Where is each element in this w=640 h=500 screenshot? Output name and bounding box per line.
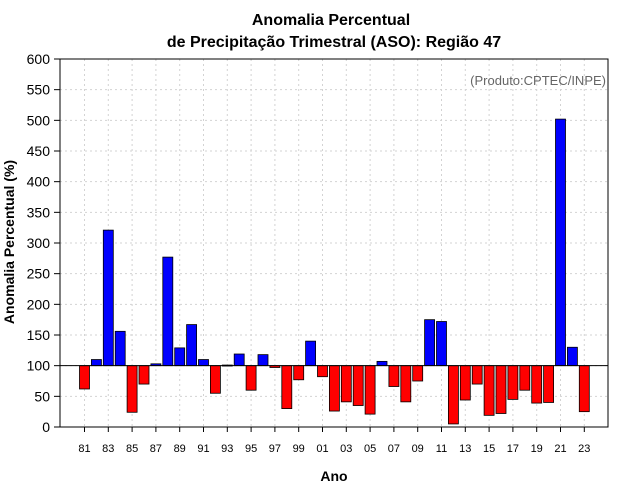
x-tick-label: 87 bbox=[150, 443, 162, 455]
x-tick-label: 95 bbox=[245, 443, 257, 455]
y-tick-label: 600 bbox=[27, 51, 51, 67]
y-tick-label: 0 bbox=[42, 419, 50, 435]
x-tick-label: 07 bbox=[388, 443, 400, 455]
x-tick-label: 23 bbox=[578, 443, 590, 455]
x-tick-label: 81 bbox=[78, 443, 90, 455]
bar-12 bbox=[447, 365, 459, 425]
bar-03 bbox=[340, 365, 352, 403]
bar-15 bbox=[483, 365, 495, 416]
bar-83 bbox=[102, 229, 114, 367]
x-tick-label: 13 bbox=[459, 443, 471, 455]
x-axis: 81 83 85 87 89 91 93 95 97 99 01 03 05 07 09 11 13 15 17 19… bbox=[78, 427, 590, 455]
bar-22 bbox=[567, 346, 578, 367]
chart-title-line1: Anomalia Percentual bbox=[252, 12, 410, 29]
y-tick-label: 450 bbox=[27, 143, 51, 159]
bar-08 bbox=[400, 365, 412, 403]
y-tick-label: 500 bbox=[27, 112, 51, 128]
bar-91 bbox=[198, 359, 209, 367]
x-tick-label: 83 bbox=[102, 443, 114, 455]
x-tick-label: 97 bbox=[269, 443, 281, 455]
x-tick-label: 15 bbox=[483, 443, 495, 455]
bar-16 bbox=[495, 365, 507, 414]
bar-86 bbox=[138, 365, 150, 385]
x-tick-label: 85 bbox=[126, 443, 138, 455]
bar-00 bbox=[305, 340, 317, 367]
x-tick-label: 03 bbox=[340, 443, 352, 455]
y-tick-label: 150 bbox=[27, 327, 51, 343]
bar-07 bbox=[388, 365, 400, 387]
bar-99 bbox=[293, 365, 305, 381]
y-axis: 0 50 100 150 200 250 300 350 400 450 500 550 600 bbox=[27, 51, 60, 435]
bar-02 bbox=[328, 365, 340, 412]
y-tick-label: 200 bbox=[27, 296, 51, 312]
x-axis-label: Ano bbox=[320, 468, 347, 484]
y-tick-label: 50 bbox=[34, 388, 50, 404]
y-tick-label: 300 bbox=[27, 235, 51, 251]
x-tick-label: 17 bbox=[507, 443, 519, 455]
x-tick-label: 09 bbox=[412, 443, 424, 455]
y-tick-label: 400 bbox=[27, 174, 51, 190]
bar-21 bbox=[555, 118, 566, 367]
y-tick-label: 100 bbox=[27, 358, 51, 374]
x-tick-label: 93 bbox=[221, 443, 233, 455]
x-tick-label: 21 bbox=[554, 443, 566, 455]
credit-label: (Produto:CPTEC/INPE) bbox=[470, 73, 606, 88]
bar-06 bbox=[376, 360, 388, 367]
bar-01 bbox=[317, 365, 328, 378]
x-tick-label: 89 bbox=[174, 443, 186, 455]
bar-85 bbox=[126, 365, 138, 413]
bar-95 bbox=[245, 365, 257, 391]
bar-10 bbox=[424, 319, 436, 367]
bar-98 bbox=[281, 365, 293, 409]
x-tick-label: 01 bbox=[316, 443, 328, 455]
bar-84 bbox=[114, 330, 126, 367]
y-tick-label: 550 bbox=[27, 82, 51, 98]
bar-96 bbox=[257, 354, 269, 367]
bars bbox=[79, 118, 590, 425]
bar-14 bbox=[471, 365, 483, 385]
bar-20 bbox=[543, 365, 554, 403]
bar-89 bbox=[174, 347, 186, 367]
bar-81 bbox=[79, 365, 90, 390]
chart-title-line2: de Precipitação Trimestral (ASO): Região… bbox=[167, 34, 501, 51]
bar-92 bbox=[209, 365, 221, 394]
bar-19 bbox=[531, 365, 543, 404]
bar-94 bbox=[233, 353, 245, 367]
y-axis-label: Anomalia Percentual (%) bbox=[1, 160, 17, 324]
x-tick-label: 91 bbox=[197, 443, 209, 455]
bar-23 bbox=[578, 365, 590, 413]
x-tick-label: 05 bbox=[364, 443, 376, 455]
bar-18 bbox=[519, 365, 531, 391]
bar-13 bbox=[459, 365, 471, 401]
bar-04 bbox=[352, 365, 364, 406]
bar-90 bbox=[186, 324, 198, 367]
y-tick-label: 250 bbox=[27, 266, 51, 282]
x-tick-label: 99 bbox=[293, 443, 305, 455]
bar-17 bbox=[507, 365, 519, 400]
y-tick-label: 350 bbox=[27, 204, 51, 220]
bar-09 bbox=[412, 365, 424, 382]
x-tick-label: 19 bbox=[531, 443, 543, 455]
bar-05 bbox=[364, 365, 376, 415]
x-tick-label: 11 bbox=[436, 443, 447, 455]
bar-11 bbox=[436, 321, 447, 367]
bar-88 bbox=[162, 256, 174, 367]
bar-82 bbox=[91, 359, 102, 367]
